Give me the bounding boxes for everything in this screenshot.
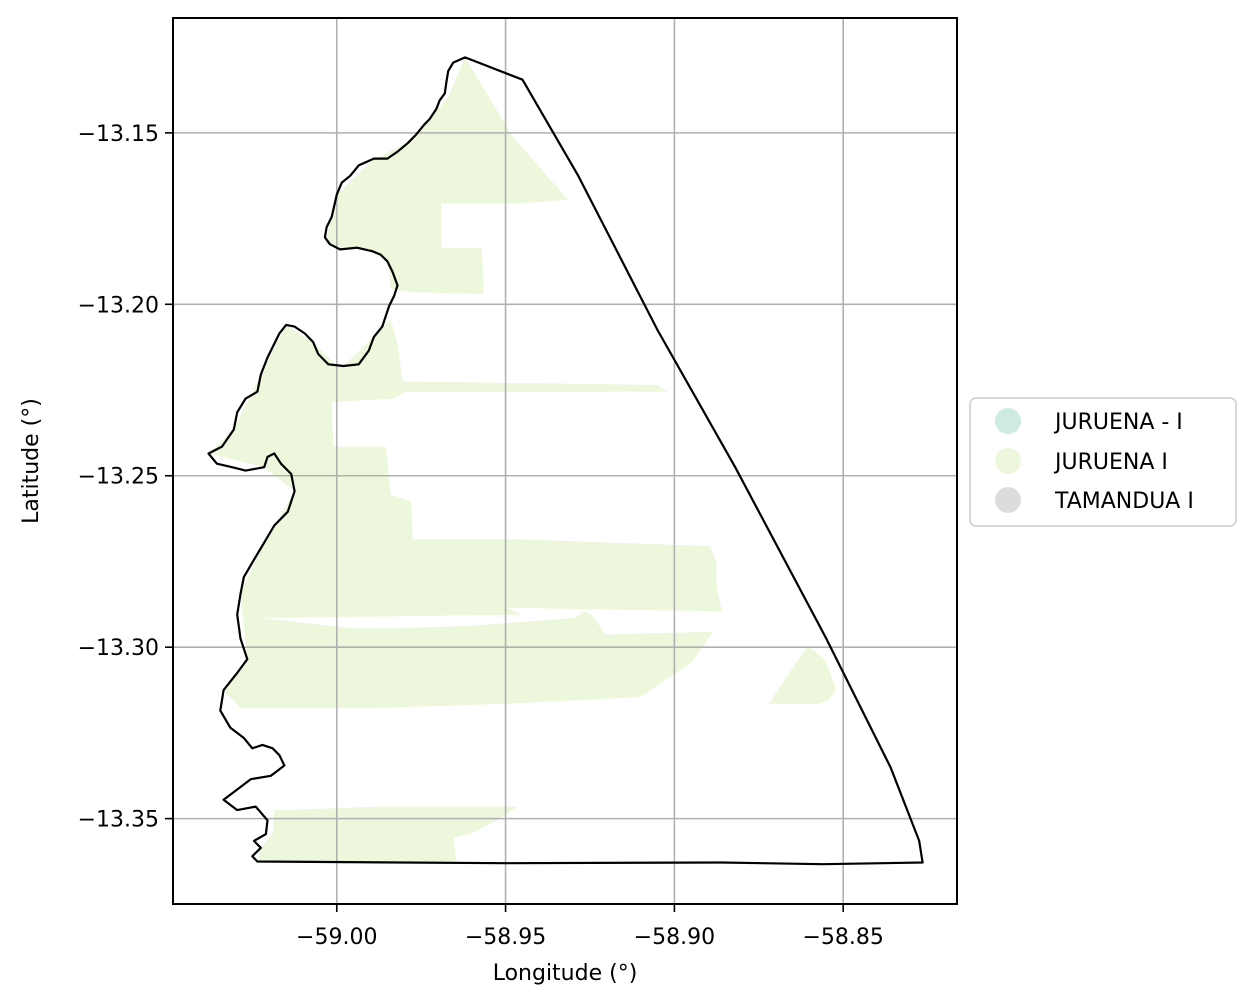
land-parcel-layer <box>208 57 837 862</box>
y-tick-label-0: −13.15 <box>78 122 159 147</box>
y-tick-label-2: −13.25 <box>78 465 159 490</box>
legend-label-juruena-i: JURUENA I <box>1053 450 1168 475</box>
legend: JURUENA - I JURUENA I TAMANDUA I <box>969 397 1237 527</box>
legend-marker-juruena-i <box>995 448 1021 474</box>
y-tick-label-1: −13.20 <box>78 293 159 318</box>
parcel-3 <box>768 645 837 704</box>
region-boundary <box>207 56 924 866</box>
parcel-4 <box>257 806 518 862</box>
legend-marker-juruena-dash-i <box>995 408 1021 434</box>
y-axis-ticks: −13.15 −13.20 −13.25 −13.30 −13.35 <box>78 122 173 833</box>
plot-frame <box>172 17 958 905</box>
legend-box <box>969 397 1237 527</box>
grid-lines <box>173 18 957 904</box>
legend-label-juruena-dash-i: JURUENA - I <box>1053 410 1183 435</box>
boundary-layer <box>207 56 924 866</box>
y-axis-label: Latitude (°) <box>19 398 44 524</box>
y-tick-label-3: −13.30 <box>78 636 159 661</box>
legend-label-tamandua-i: TAMANDUA I <box>1054 489 1194 514</box>
x-axis-label: Longitude (°) <box>493 961 638 986</box>
x-tick-label-0: −59.00 <box>296 925 377 950</box>
x-tick-label-2: −58.90 <box>634 925 715 950</box>
plot-area <box>172 17 958 905</box>
y-tick-label-4: −13.35 <box>78 808 159 833</box>
parcel-1 <box>324 57 568 295</box>
x-tick-label-3: −58.85 <box>803 925 884 950</box>
x-axis-ticks: −59.00 −58.95 −58.90 −58.85 <box>296 904 884 950</box>
x-tick-label-1: −58.95 <box>465 925 546 950</box>
legend-marker-tamandua-i <box>995 487 1021 513</box>
